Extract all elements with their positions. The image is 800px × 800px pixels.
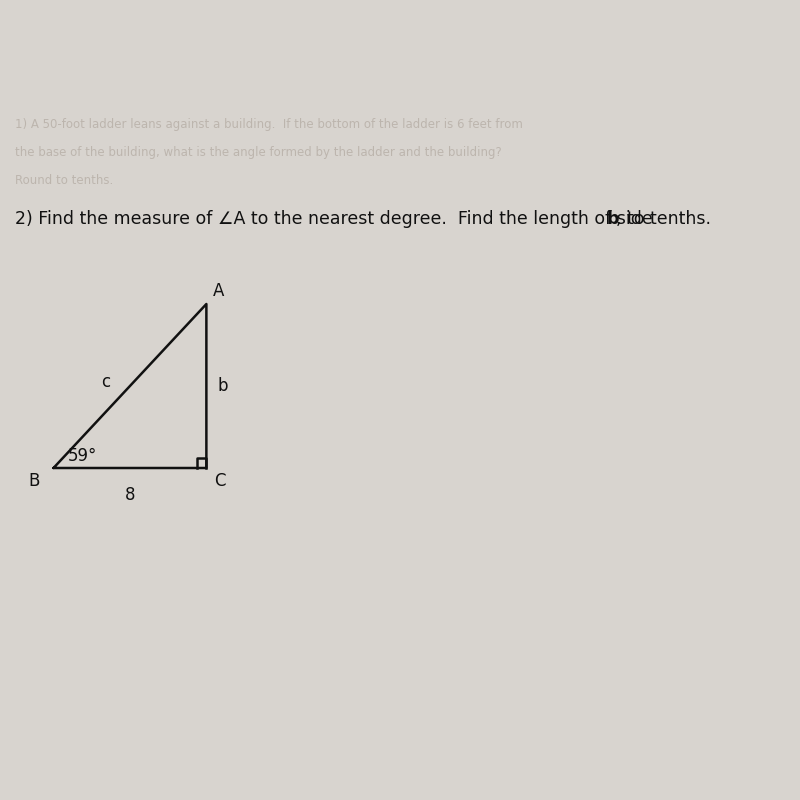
Text: A: A xyxy=(213,282,224,300)
Text: C: C xyxy=(214,472,226,490)
Text: b: b xyxy=(218,377,229,395)
Text: 2) Find the measure of ∠A to the nearest degree.  Find the length of side: 2) Find the measure of ∠A to the nearest… xyxy=(15,210,658,228)
Text: B: B xyxy=(28,472,40,490)
Text: the base of the building, what is the angle formed by the ladder and the buildin: the base of the building, what is the an… xyxy=(15,146,502,159)
Text: , to tenths.: , to tenths. xyxy=(616,210,711,228)
Text: b: b xyxy=(606,210,618,228)
Text: 59°: 59° xyxy=(67,446,97,465)
Text: 8: 8 xyxy=(125,486,135,504)
Text: 1) A 50-foot ladder leans against a building.  If the bottom of the ladder is 6 : 1) A 50-foot ladder leans against a buil… xyxy=(15,118,523,131)
Text: c: c xyxy=(101,373,110,391)
Text: Round to tenths.: Round to tenths. xyxy=(15,174,114,187)
